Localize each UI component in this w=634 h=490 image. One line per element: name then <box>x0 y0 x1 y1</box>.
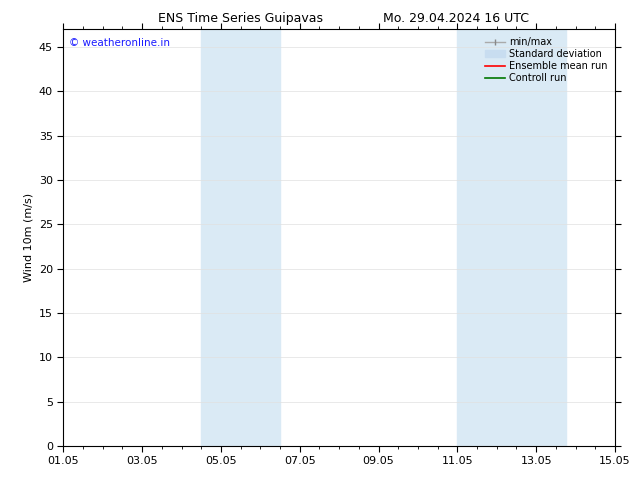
Text: ENS Time Series Guipavas: ENS Time Series Guipavas <box>158 12 323 25</box>
Y-axis label: Wind 10m (m/s): Wind 10m (m/s) <box>23 193 34 282</box>
Bar <box>202 29 280 446</box>
Text: Mo. 29.04.2024 16 UTC: Mo. 29.04.2024 16 UTC <box>384 12 529 25</box>
Text: © weatheronline.in: © weatheronline.in <box>69 38 170 48</box>
Bar <box>457 29 566 446</box>
Legend: min/max, Standard deviation, Ensemble mean run, Controll run: min/max, Standard deviation, Ensemble me… <box>482 34 610 86</box>
